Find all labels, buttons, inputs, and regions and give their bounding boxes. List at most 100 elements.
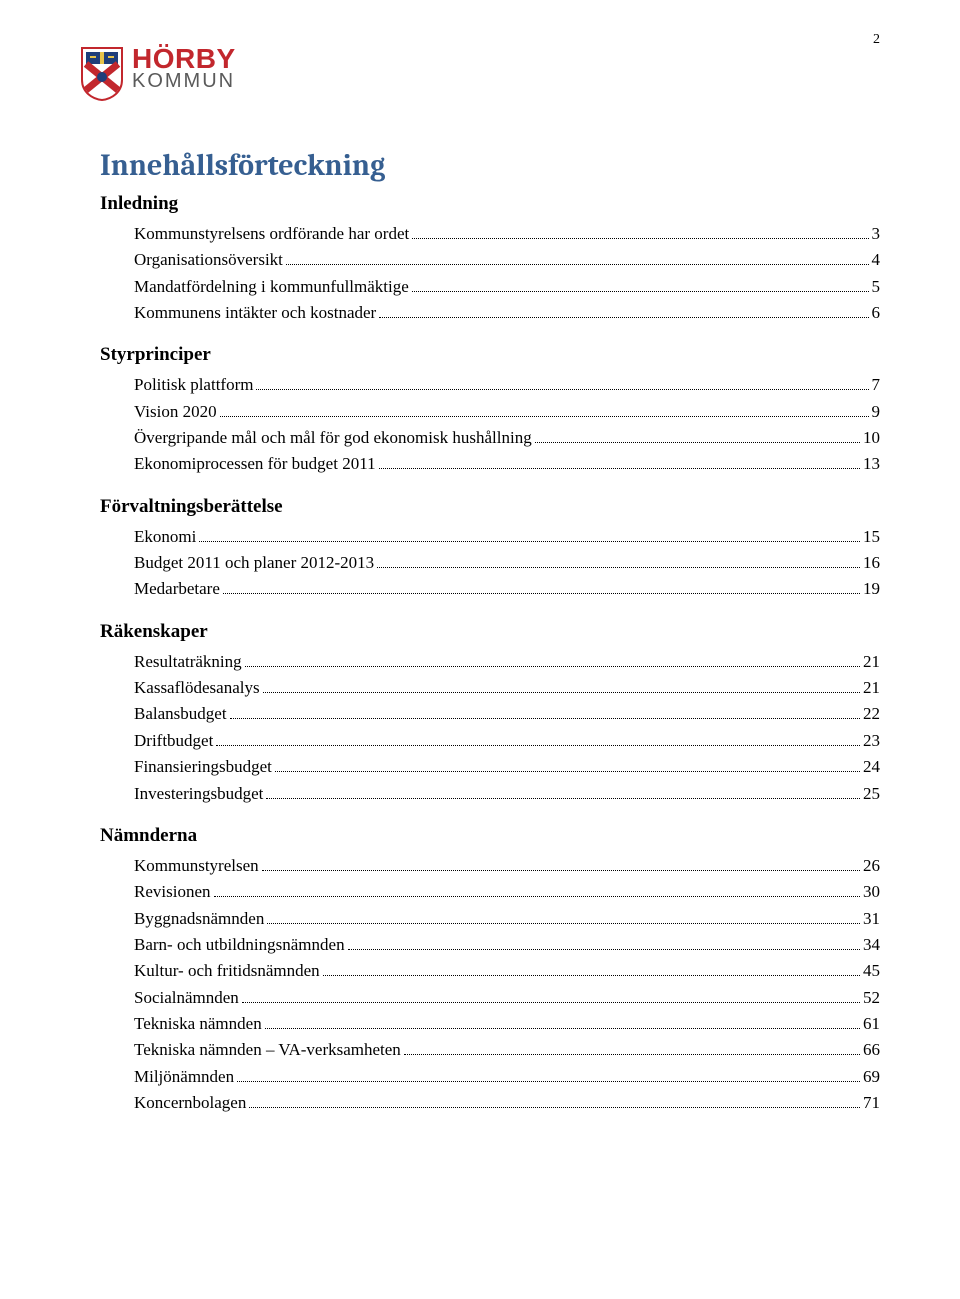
- toc-row: Budget 2011 och planer 2012-2013 16: [134, 550, 880, 576]
- toc-row: Kommunstyrelsen 26: [134, 853, 880, 879]
- toc-label: Balansbudget: [134, 701, 227, 727]
- toc-leader: [242, 1002, 860, 1003]
- toc-leader: [267, 923, 860, 924]
- section-heading: Förvaltningsberättelse: [100, 496, 880, 518]
- toc-page: 21: [863, 649, 880, 675]
- toc-list: Ekonomi15Budget 2011 och planer 2012-201…: [100, 524, 880, 603]
- toc-label: Tekniska nämnden – VA-verksamheten: [134, 1037, 401, 1063]
- toc-leader: [275, 771, 860, 772]
- shield-icon: [80, 46, 124, 101]
- toc-leader: [249, 1107, 860, 1108]
- toc-label: Koncernbolagen: [134, 1090, 246, 1116]
- toc-row: Finansieringsbudget24: [134, 754, 880, 780]
- toc-leader: [256, 389, 868, 390]
- toc-title: Innehållsförteckning: [100, 148, 880, 183]
- toc-label: Barn- och utbildningsnämnden: [134, 932, 345, 958]
- toc-row: Övergripande mål och mål för god ekonomi…: [134, 425, 880, 451]
- toc-page: 71: [863, 1090, 880, 1116]
- toc-row: Barn- och utbildningsnämnden 34: [134, 932, 880, 958]
- toc-page: 21: [863, 675, 880, 701]
- toc-row: Balansbudget 22: [134, 701, 880, 727]
- toc-leader: [404, 1054, 860, 1055]
- toc-row: Driftbudget23: [134, 728, 880, 754]
- toc-label: Kommunstyrelsen: [134, 853, 259, 879]
- toc-row: Socialnämnden 52: [134, 985, 880, 1011]
- toc-label: Miljönämnden: [134, 1064, 234, 1090]
- toc-label: Investeringsbudget: [134, 781, 263, 807]
- toc-row: Tekniska nämnden 61: [134, 1011, 880, 1037]
- toc-label: Kommunens intäkter och kostnader: [134, 300, 376, 326]
- toc-leader: [262, 870, 860, 871]
- toc-label: Medarbetare: [134, 576, 220, 602]
- toc-label: Finansieringsbudget: [134, 754, 272, 780]
- toc-page: 5: [872, 274, 881, 300]
- toc-label: Socialnämnden: [134, 985, 239, 1011]
- toc-page: 10: [863, 425, 880, 451]
- toc-page: 34: [863, 932, 880, 958]
- toc-label: Kommunstyrelsens ordförande har ordet: [134, 221, 409, 247]
- toc-row: Organisationsöversikt 4: [134, 247, 880, 273]
- toc-leader: [412, 238, 868, 239]
- toc-label: Resultaträkning: [134, 649, 242, 675]
- toc-label: Budget 2011 och planer 2012-2013: [134, 550, 374, 576]
- toc-body: Inledning Kommunstyrelsens ordförande har…: [100, 193, 880, 1116]
- toc-leader: [412, 291, 869, 292]
- toc-label: Tekniska nämnden: [134, 1011, 262, 1037]
- toc-list: Resultaträkning 21Kassaflödesanalys21Bala…: [100, 649, 880, 807]
- toc-page: 9: [872, 399, 881, 425]
- toc-page: 25: [863, 781, 880, 807]
- toc-row: Medarbetare 19: [134, 576, 880, 602]
- toc-page: 52: [863, 985, 880, 1011]
- toc-page: 19: [863, 576, 880, 602]
- toc-row: Mandatfördelning i kommunfullmäktige 5: [134, 274, 880, 300]
- logo-text-line2: KOMMUN: [132, 72, 236, 90]
- toc-leader: [230, 718, 860, 719]
- toc-label: Byggnadsnämnden: [134, 906, 264, 932]
- toc-page: 22: [863, 701, 880, 727]
- toc-row: Investeringsbudget 25: [134, 781, 880, 807]
- section-heading: Inledning: [100, 193, 880, 215]
- toc-leader: [237, 1081, 860, 1082]
- toc-label: Organisationsöversikt: [134, 247, 283, 273]
- toc-label: Övergripande mål och mål för god ekonomi…: [134, 425, 532, 451]
- section-heading: Nämnderna: [100, 825, 880, 847]
- toc-row: Kommunens intäkter och kostnader 6: [134, 300, 880, 326]
- toc-page: 31: [863, 906, 880, 932]
- toc-page: 16: [863, 550, 880, 576]
- toc-leader: [216, 745, 860, 746]
- toc-page: 4: [872, 247, 881, 273]
- toc-page: 61: [863, 1011, 880, 1037]
- toc-page: 6: [872, 300, 881, 326]
- toc-label: Politisk plattform: [134, 372, 253, 398]
- toc-row: Byggnadsnämnden 31: [134, 906, 880, 932]
- toc-label: Vision 2020: [134, 399, 217, 425]
- toc-list: Kommunstyrelsens ordförande har ordet3Or…: [100, 221, 880, 326]
- toc-list: Kommunstyrelsen 26Revisionen30Byggnadsnäm…: [100, 853, 880, 1116]
- toc-label: Mandatfördelning i kommunfullmäktige: [134, 274, 409, 300]
- section-heading: Styrprinciper: [100, 344, 880, 366]
- toc-label: Revisionen: [134, 879, 211, 905]
- toc-row: Miljönämnden 69: [134, 1064, 880, 1090]
- toc-leader: [348, 949, 860, 950]
- toc-page: 26: [863, 853, 880, 879]
- toc-row: Politisk plattform7: [134, 372, 880, 398]
- toc-row: Tekniska nämnden – VA-verksamheten 66: [134, 1037, 880, 1063]
- toc-row: Kassaflödesanalys21: [134, 675, 880, 701]
- toc-page: 3: [872, 221, 881, 247]
- toc-leader: [223, 593, 860, 594]
- section-heading: Räkenskaper: [100, 621, 880, 643]
- toc-page: 66: [863, 1037, 880, 1063]
- toc-leader: [377, 567, 860, 568]
- toc-leader: [323, 975, 860, 976]
- toc-leader: [266, 798, 860, 799]
- toc-row: Ekonomi15: [134, 524, 880, 550]
- toc-page: 13: [863, 451, 880, 477]
- toc-leader: [245, 666, 860, 667]
- toc-leader: [379, 468, 860, 469]
- toc-page: 69: [863, 1064, 880, 1090]
- toc-label: Ekonomi: [134, 524, 196, 550]
- logo-text-line1: HÖRBY: [132, 46, 236, 72]
- page-number: 2: [873, 32, 880, 48]
- toc-row: Revisionen30: [134, 879, 880, 905]
- toc-row: Kommunstyrelsens ordförande har ordet 3: [134, 221, 880, 247]
